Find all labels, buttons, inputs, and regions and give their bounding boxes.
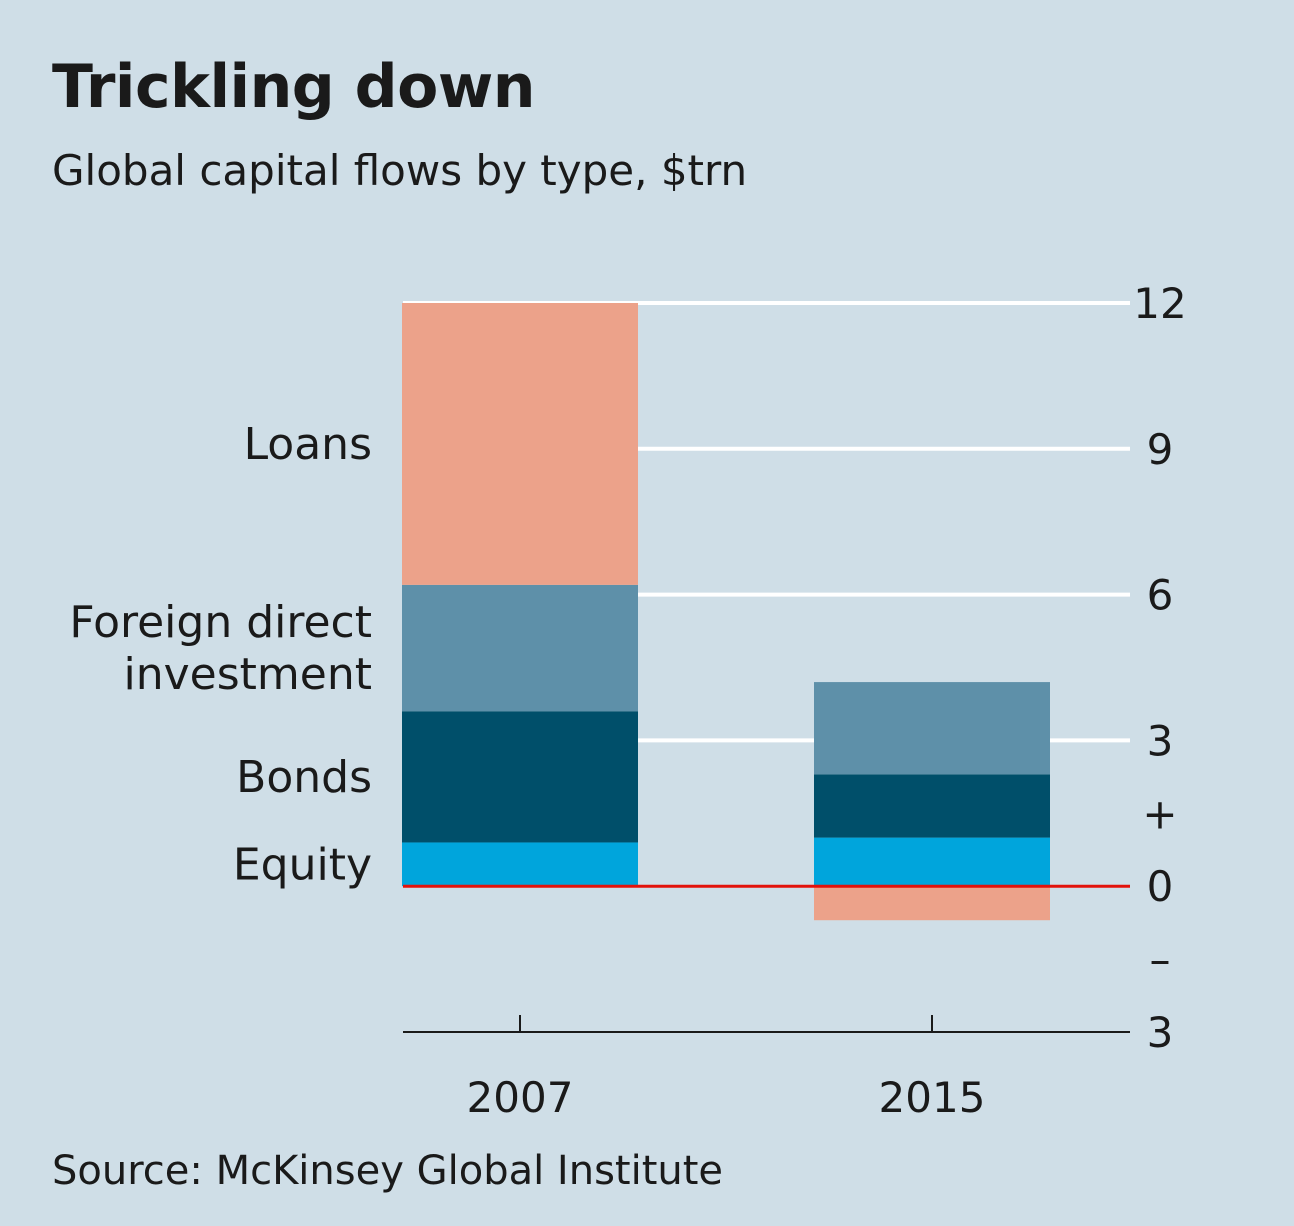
bars	[402, 303, 1050, 921]
bar-segment-loans-2007	[402, 303, 638, 585]
series-label-equity: Equity	[233, 839, 372, 890]
y-tick-label: 3	[1147, 1008, 1174, 1057]
series-label-bonds: Bonds	[236, 752, 372, 803]
x-axis-categories: 2007 2015	[467, 1073, 986, 1122]
y-tick-label: 9	[1147, 425, 1174, 474]
y-tick-label: 6	[1147, 571, 1174, 620]
x-axis	[403, 1015, 1130, 1033]
source-note: Source: McKinsey Global Institute	[52, 1148, 724, 1194]
bar-segment-foreign-direct-investment-2007	[402, 584, 638, 712]
chart-title: Trickling down	[52, 52, 535, 122]
y-tick-label: 0	[1147, 862, 1174, 911]
y-tick-label: +	[1142, 789, 1177, 838]
bar-segment-loans-2015	[814, 886, 1050, 921]
bar-segment-equity-2007	[402, 842, 638, 887]
y-tick-label: –	[1150, 935, 1171, 984]
x-category-label: 2015	[879, 1073, 986, 1122]
bar-segment-equity-2015	[814, 837, 1050, 887]
series-labels: Equity Bonds Foreign direct investment Loans	[69, 419, 372, 890]
bar-segment-foreign-direct-investment-2015	[814, 682, 1050, 775]
bar-segment-bonds-2015	[814, 774, 1050, 838]
y-tick-label: 3	[1147, 716, 1174, 765]
y-tick-label: 12	[1133, 279, 1186, 328]
bar-segment-bonds-2007	[402, 711, 638, 843]
series-label-loans: Loans	[244, 419, 372, 470]
x-category-label: 2007	[467, 1073, 574, 1122]
chart-subtitle: Global capital flows by type, $trn	[52, 146, 748, 195]
series-label-foreign-direct-investment: Foreign direct investment	[69, 597, 372, 700]
y-axis-ticks: 12 9 6 3 +0 – 3	[1133, 279, 1186, 1057]
